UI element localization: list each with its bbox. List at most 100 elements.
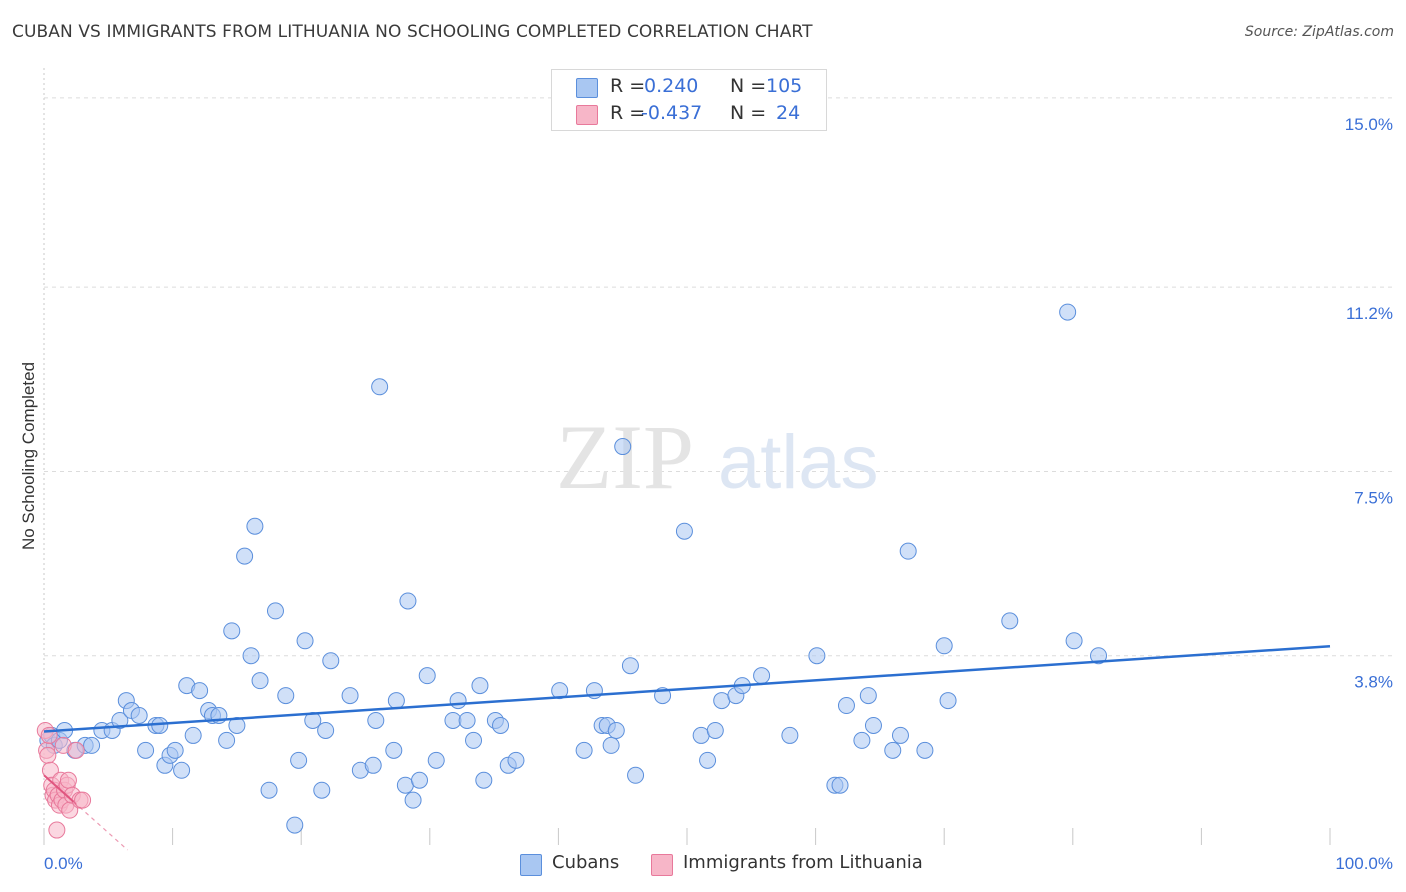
cubans-point [396, 776, 414, 794]
lithuania-point [59, 771, 77, 789]
cubans-point [602, 736, 620, 754]
cubans-point [166, 741, 184, 759]
cubans-trend-line [43, 645, 1331, 733]
cubans-legend-icon [520, 854, 542, 876]
cubans-point [706, 721, 724, 739]
cubans-point [236, 547, 254, 565]
chart-title: CUBAN VS IMMIGRANTS FROM LITHUANIA NO SC… [12, 22, 813, 42]
cubans-point [341, 687, 359, 705]
lithuania-point [39, 746, 57, 764]
cubans-point [151, 716, 169, 734]
source-credit: Source: ZipAtlas.com [1244, 24, 1394, 40]
cubans-point [277, 687, 295, 705]
cubans-point [864, 716, 882, 734]
cubans-point [364, 756, 382, 774]
cubans-point [137, 741, 155, 759]
cubans-point [218, 731, 236, 749]
cubans-point [916, 741, 934, 759]
y-tick-label: 15.0% [1345, 115, 1393, 134]
cubans-point [246, 517, 264, 535]
cubans-point [260, 781, 278, 799]
axes [43, 68, 1331, 845]
cubans-point [853, 731, 871, 749]
cubans-legend-label: Cubans [552, 852, 620, 873]
y-axis-label: No Schooling Completed [19, 362, 38, 550]
cubans-point [223, 622, 241, 640]
cubans-point [411, 771, 429, 789]
cubans-point [322, 652, 340, 670]
cubans-point [675, 522, 693, 540]
series-cubans [39, 303, 1108, 834]
cubans-point [313, 781, 331, 799]
cubans-point [191, 682, 209, 700]
cubans-point [475, 771, 493, 789]
x-tick-label-min: 0.0% [44, 854, 83, 873]
cubans-point [551, 682, 569, 700]
legend-r-label: R = [610, 102, 646, 124]
legend-r-value: 0.240 [644, 75, 699, 97]
legend-n-value: 24 [776, 102, 801, 124]
cubans-point [385, 741, 403, 759]
legend-r-value: -0.437 [641, 102, 703, 124]
x-tick-label-max: 100.0% [1335, 854, 1393, 873]
cubans-point [753, 667, 771, 685]
legend-r-label: R = [610, 75, 646, 97]
cubans-point [387, 692, 405, 710]
cubans-point [939, 692, 957, 710]
gridlines [44, 97, 1394, 657]
cubans-point [831, 776, 849, 794]
cubans-point [935, 637, 953, 655]
cubans-point [884, 741, 902, 759]
cubans-point [184, 726, 202, 744]
cubans-point [859, 687, 877, 705]
cubans-point [1001, 612, 1019, 630]
cubans-point [404, 791, 422, 809]
y-tick-label: 3.8% [1354, 673, 1393, 692]
cubans-point [286, 816, 304, 834]
lithuania-point [74, 791, 92, 809]
cubans-point [290, 751, 308, 769]
y-tick-label: 7.5% [1354, 488, 1393, 507]
cubans-point [465, 731, 483, 749]
cubans-point [891, 726, 909, 744]
watermark-zip: ZIP [556, 406, 694, 508]
cubans-point [371, 378, 389, 396]
cubans-point [449, 692, 467, 710]
cubans-point [575, 741, 593, 759]
lithuania-trend-extension [73, 801, 128, 851]
cubans-point [317, 721, 335, 739]
lithuania-trend-line [43, 774, 75, 803]
cubans-point [471, 677, 489, 695]
series-legend: Cubans Immigrants from Lithuania [0, 852, 1406, 878]
cubans-point [808, 647, 826, 665]
trend-lines [43, 645, 1331, 851]
cubans-point [266, 602, 284, 620]
cubans-point [713, 692, 731, 710]
cubans-point [607, 721, 625, 739]
lithuania-legend-icon [651, 854, 673, 876]
cubans-point [427, 751, 445, 769]
watermark: ZIP atlas [556, 406, 879, 508]
cubans-point [492, 716, 510, 734]
cubans-point [173, 761, 191, 779]
cubans-point [418, 667, 436, 685]
legend-row-lithuania: R = -0.437 N = 24 [552, 101, 826, 127]
cubans-point [1090, 647, 1108, 665]
legend-n-label: N = [730, 102, 767, 124]
cubans-point [251, 672, 269, 690]
legend-n-label: N = [730, 75, 767, 97]
cubans-swatch-icon [576, 78, 598, 98]
lithuania-swatch-icon [576, 105, 598, 125]
cubans-point [367, 711, 385, 729]
cubans-point [1059, 303, 1077, 321]
cubans-point [458, 711, 476, 729]
cubans-point [83, 736, 101, 754]
cubans-point [699, 751, 717, 769]
legend-n-value: 105 [766, 75, 803, 97]
x-axis-tick-labels: 0.0% 100.0% [44, 854, 1393, 873]
cubans-point [899, 542, 917, 560]
lithuania-legend-label: Immigrants from Lithuania [683, 852, 923, 873]
legend-row-cubans: R = 0.240 N = 105 [552, 74, 826, 100]
cubans-point [614, 438, 632, 456]
lithuania-point [67, 741, 85, 759]
